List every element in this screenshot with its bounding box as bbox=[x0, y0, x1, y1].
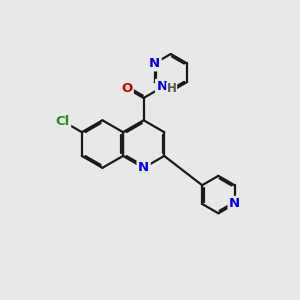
Text: N: N bbox=[229, 197, 240, 210]
Text: Cl: Cl bbox=[56, 115, 70, 128]
Text: N: N bbox=[149, 57, 160, 70]
Text: O: O bbox=[121, 82, 133, 95]
Text: H: H bbox=[167, 82, 177, 95]
Text: N: N bbox=[156, 80, 167, 93]
Text: N: N bbox=[138, 161, 149, 174]
